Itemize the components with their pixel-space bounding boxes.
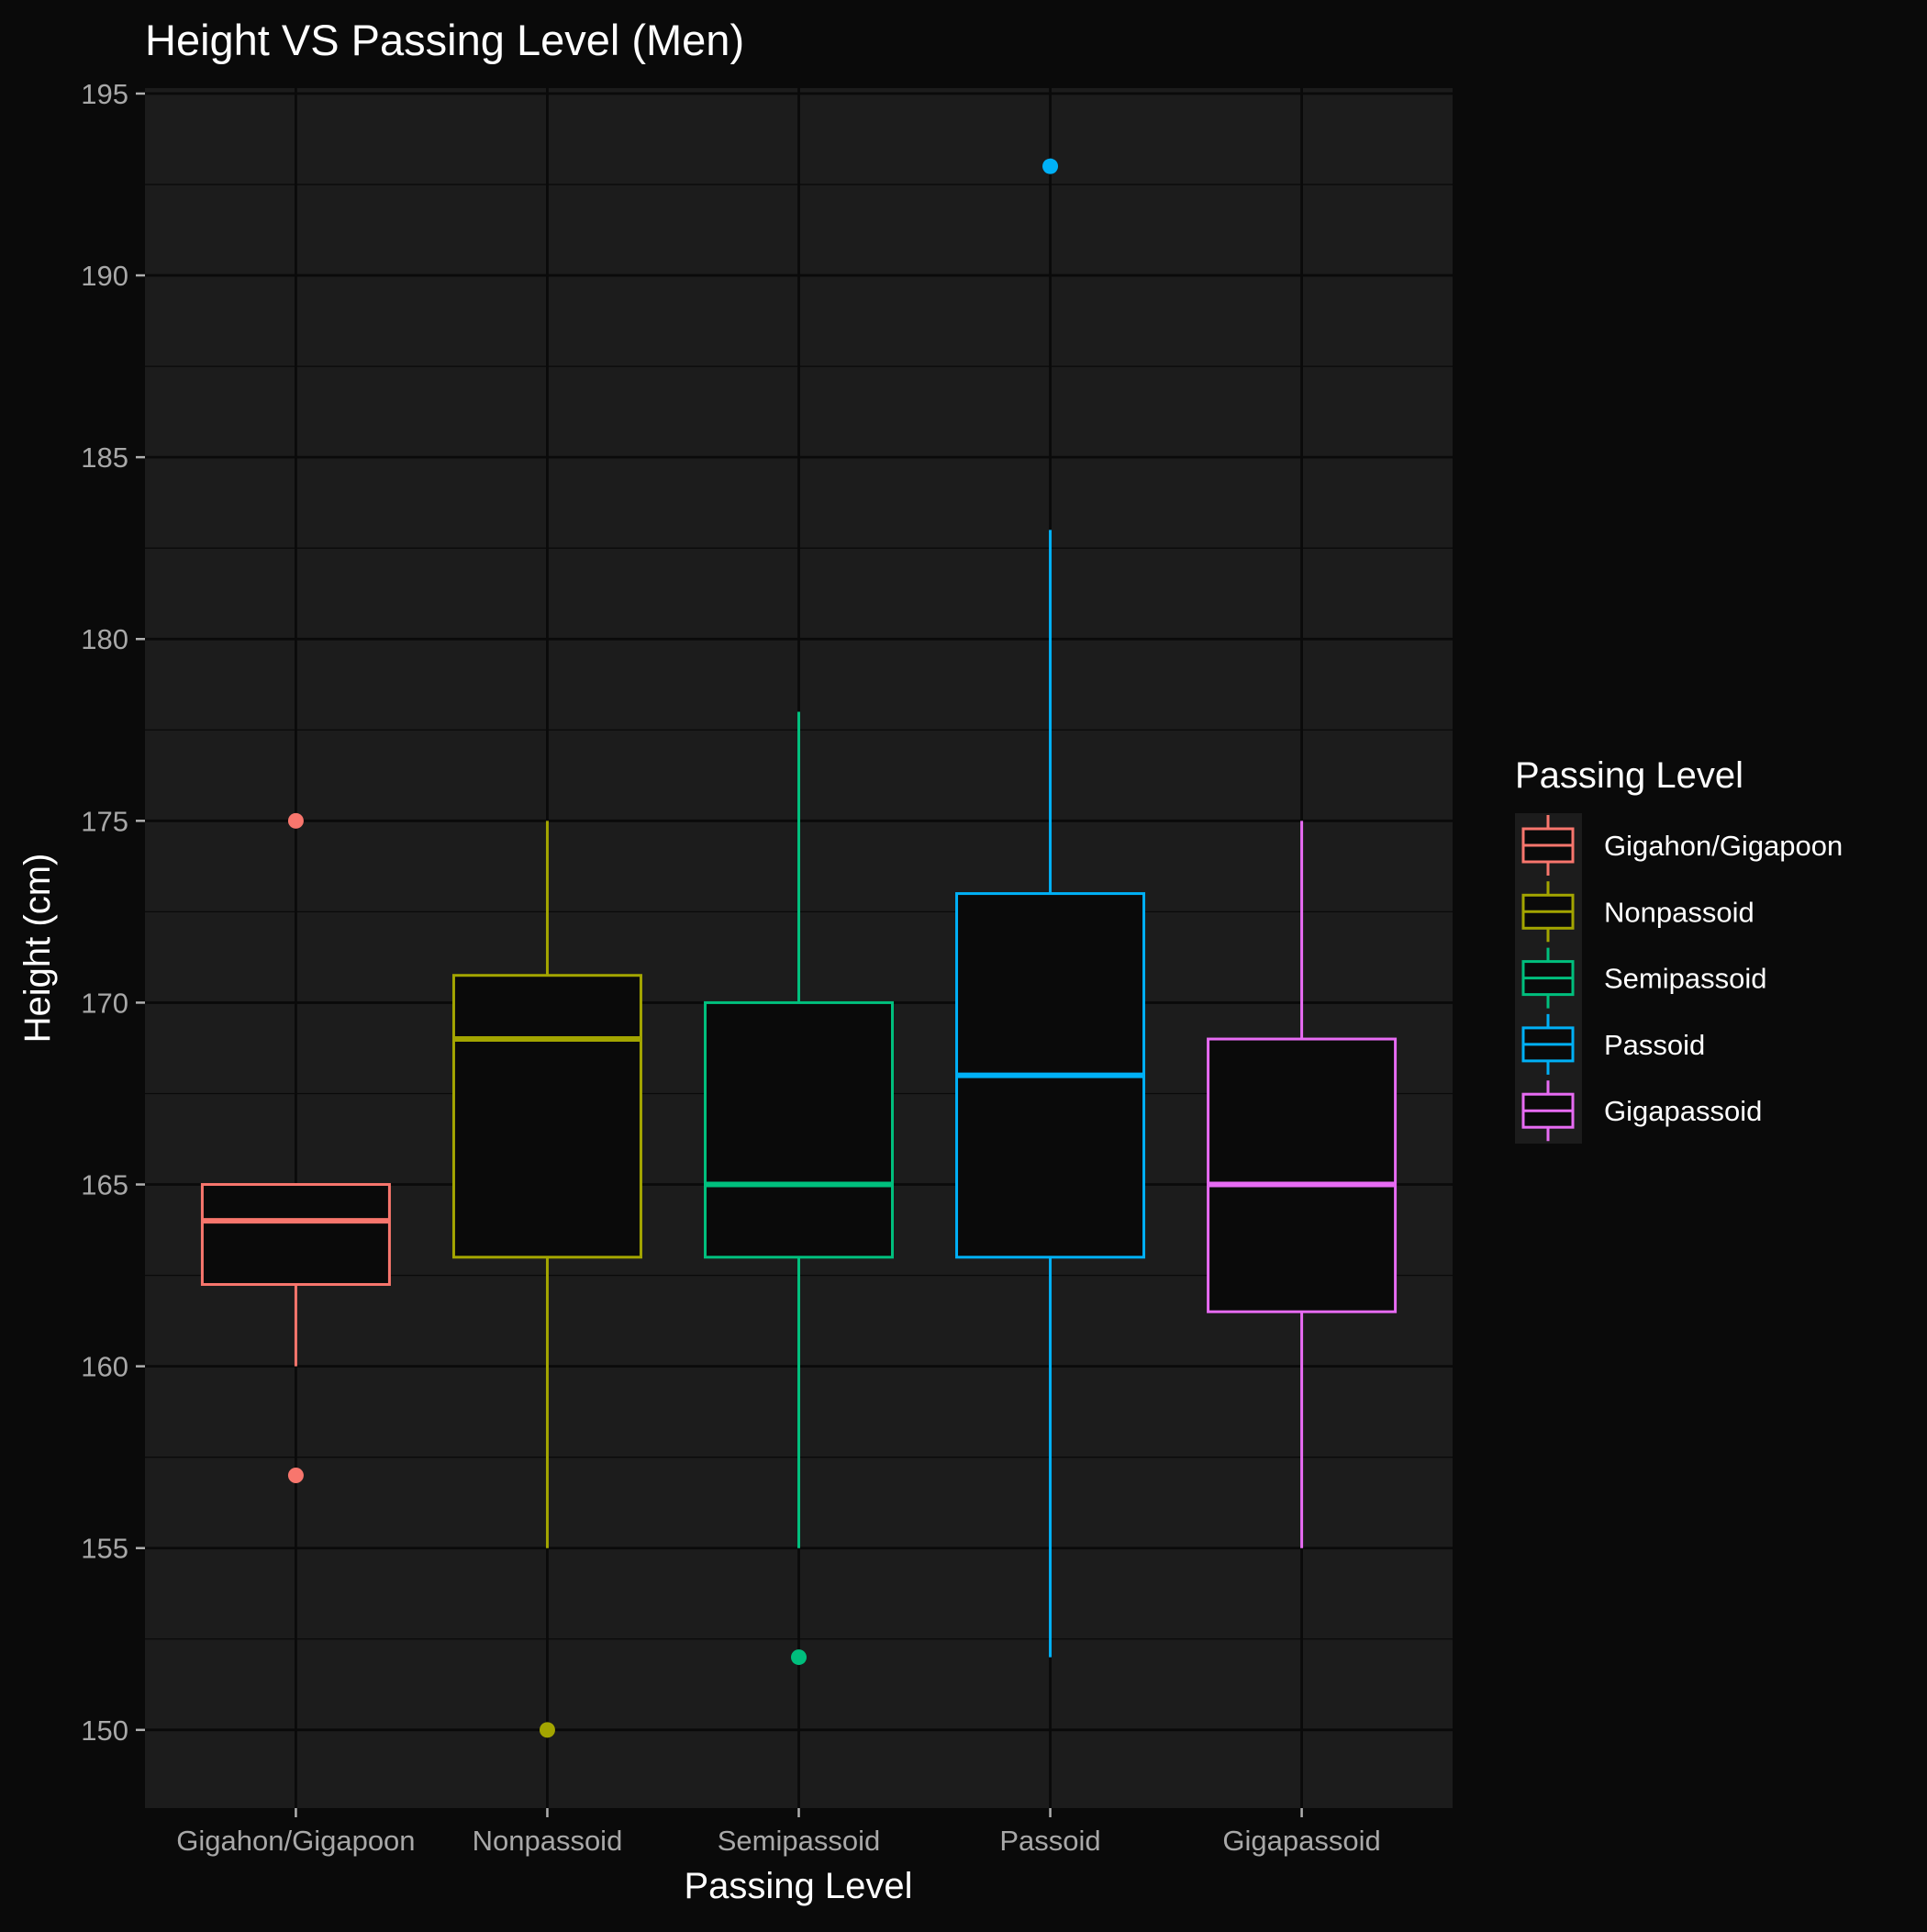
y-tick-label: 195 <box>81 78 128 110</box>
y-tick-label: 150 <box>81 1714 128 1747</box>
y-tick-label: 155 <box>81 1533 128 1565</box>
legend-label: Gigapassoid <box>1604 1095 1762 1127</box>
legend-item: Gigapassoid <box>1521 1080 1762 1142</box>
x-axis-label: Passing Level <box>684 1866 912 1906</box>
box-gigahon-gigapoon <box>200 812 391 1483</box>
outlier-point <box>287 1467 304 1483</box>
chart-title: Height VS Passing Level (Men) <box>145 16 744 64</box>
x-tick-label: Gigapassoid <box>1222 1825 1380 1857</box>
legend-label: Nonpassoid <box>1604 896 1754 928</box>
legend-item: Nonpassoid <box>1521 881 1754 943</box>
y-tick-label: 160 <box>81 1351 128 1383</box>
legend-item: Passoid <box>1521 1013 1705 1075</box>
x-tick-label: Nonpassoid <box>473 1825 623 1857</box>
y-axis-label: Height (cm) <box>17 854 58 1044</box>
box <box>451 974 642 1259</box>
x-tick-label: Gigahon/Gigapoon <box>176 1825 415 1857</box>
legend-label: Passoid <box>1604 1029 1705 1061</box>
box <box>200 1183 391 1286</box>
legend-label: Semipassoid <box>1604 963 1766 995</box>
x-tick-label: Semipassoid <box>718 1825 880 1857</box>
x-tick-label: Passoid <box>999 1825 1100 1857</box>
box <box>1207 1037 1398 1313</box>
box-gigapassoid <box>1207 821 1398 1548</box>
legend-item: Gigahon/Gigapoon <box>1521 815 1843 876</box>
outlier-point <box>539 1722 555 1738</box>
legend-item: Semipassoid <box>1521 947 1766 1009</box>
y-tick-label: 175 <box>81 805 128 837</box>
y-tick-label: 185 <box>81 441 128 474</box>
y-tick-label: 170 <box>81 987 128 1019</box>
y-tick-label: 180 <box>81 623 128 655</box>
box-passoid <box>955 158 1146 1658</box>
box <box>704 1000 894 1259</box>
outlier-point <box>287 812 304 829</box>
legend-title: Passing Level <box>1515 755 1743 796</box>
outlier-point <box>791 1649 807 1666</box>
legend: Passing Level Gigahon/Gigapoon Nonpassoid… <box>1515 755 1843 1144</box>
legend-label: Gigahon/Gigapoon <box>1604 830 1843 862</box>
y-tick-label: 190 <box>81 260 128 292</box>
box-nonpassoid <box>451 821 642 1738</box>
y-tick-label: 165 <box>81 1169 128 1201</box>
outlier-point <box>1042 158 1059 174</box>
box-semipassoid <box>704 711 894 1666</box>
